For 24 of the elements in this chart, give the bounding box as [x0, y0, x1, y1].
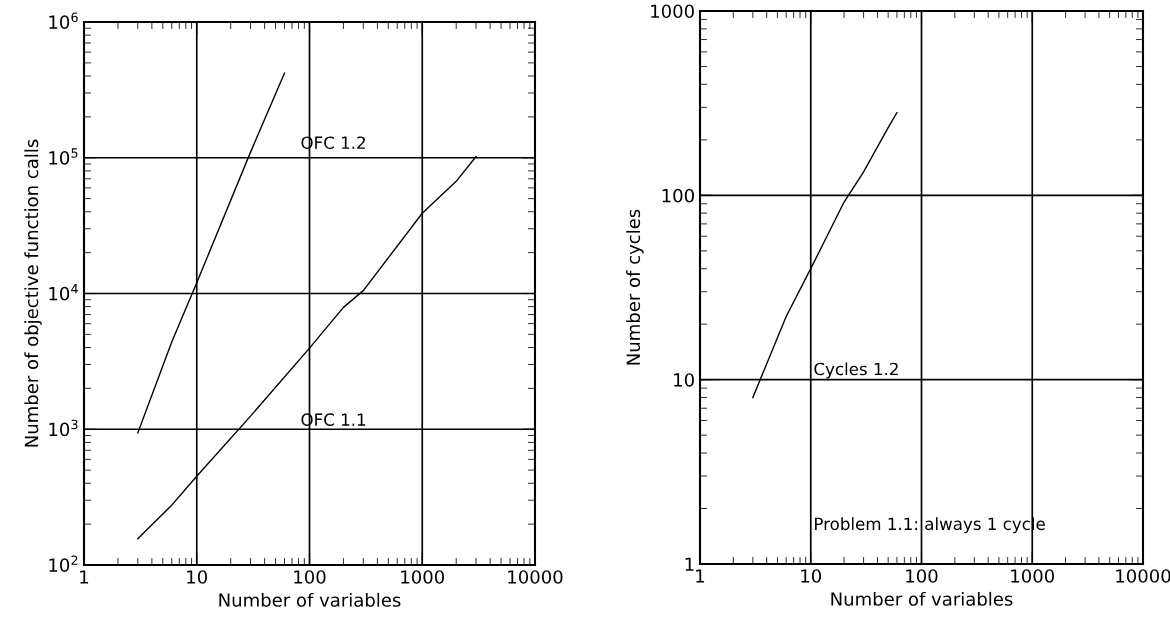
- x-tick-label: 10: [801, 569, 822, 583]
- x-tick-label: 10: [187, 570, 208, 584]
- x-tick-label: 1: [696, 569, 705, 583]
- x-tick-label: 100: [906, 569, 938, 583]
- x-axis-title: Number of variables: [831, 591, 1013, 606]
- y-tick-label: 10$^{3}$: [49, 419, 78, 437]
- y-tick-label: 1: [685, 557, 694, 571]
- y-tick-label: 10: [674, 373, 694, 387]
- y-tick-label: 10$^{5}$: [49, 148, 78, 165]
- y-tick-label: 10$^{4}$: [49, 284, 78, 301]
- x-tick-label: 10000: [1116, 569, 1170, 583]
- x-tick-label: 10000: [508, 570, 563, 584]
- x-tick-label: 100: [294, 570, 326, 584]
- y-tick-label: 10$^{2}$: [49, 555, 78, 572]
- y-tick-label: 100: [662, 188, 694, 203]
- x-tick-label: 1000: [1011, 569, 1055, 583]
- y-axis-title: Number of objective function calls: [24, 139, 42, 447]
- x-tick-label: 1: [80, 570, 89, 584]
- x-axis-title: Number of variables: [219, 592, 401, 607]
- y-tick-label: 1000: [651, 4, 694, 19]
- annotation: Cycles 1.2: [814, 362, 898, 379]
- y-axis-title: Number of cycles: [626, 209, 644, 365]
- y-tick-label: 10$^{6}$: [49, 12, 78, 29]
- x-tick-label: 1000: [401, 570, 445, 584]
